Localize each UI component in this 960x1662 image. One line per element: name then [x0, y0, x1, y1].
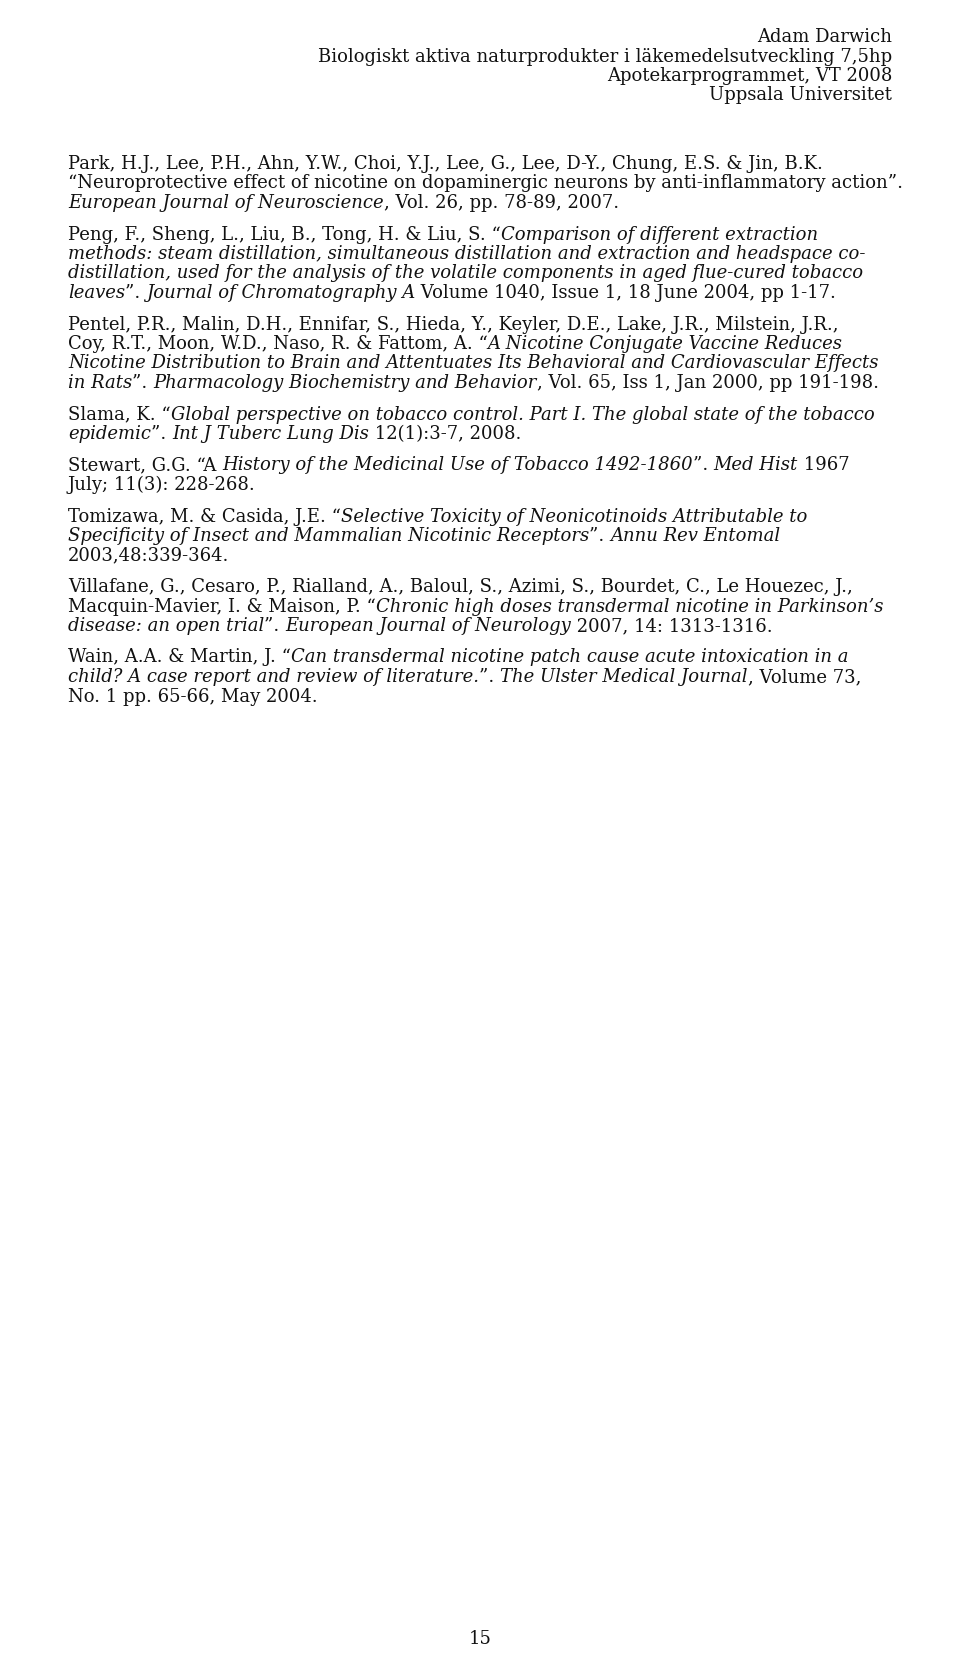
- Text: Coy, R.T., Moon, W.D., Naso, R. & Fattom, A. “: Coy, R.T., Moon, W.D., Naso, R. & Fattom…: [68, 336, 488, 352]
- Text: European Journal of Neuroscience: European Journal of Neuroscience: [68, 194, 384, 213]
- Text: 2007, 14: 1313-1316.: 2007, 14: 1313-1316.: [571, 617, 773, 635]
- Text: disease: an open trial: disease: an open trial: [68, 617, 264, 635]
- Text: , Volume 73,: , Volume 73,: [748, 668, 861, 686]
- Text: Selective Toxicity of Neonicotinoids Attributable to: Selective Toxicity of Neonicotinoids Att…: [341, 507, 807, 525]
- Text: Comparison of different extraction: Comparison of different extraction: [501, 226, 818, 244]
- Text: July; 11(3): 228-268.: July; 11(3): 228-268.: [68, 475, 255, 494]
- Text: Apotekarprogrammet, VT 2008: Apotekarprogrammet, VT 2008: [607, 66, 892, 85]
- Text: Nicotine Distribution to Brain and Attentuates Its Behavioral and Cardiovascular: Nicotine Distribution to Brain and Atten…: [68, 354, 878, 372]
- Text: epidemic: epidemic: [68, 425, 151, 444]
- Text: , Vol. 26, pp. 78-89, 2007.: , Vol. 26, pp. 78-89, 2007.: [384, 194, 619, 213]
- Text: Int J Tuberc Lung Dis: Int J Tuberc Lung Dis: [172, 425, 369, 444]
- Text: Annu Rev Entomal: Annu Rev Entomal: [611, 527, 780, 545]
- Text: distillation, used for the analysis of the volatile components in aged flue-cure: distillation, used for the analysis of t…: [68, 264, 863, 283]
- Text: in Rats: in Rats: [68, 374, 132, 392]
- Text: Med Hist: Med Hist: [713, 457, 798, 474]
- Text: Uppsala Universitet: Uppsala Universitet: [709, 86, 892, 105]
- Text: A Nicotine Conjugate Vaccine Reduces: A Nicotine Conjugate Vaccine Reduces: [488, 336, 843, 352]
- Text: Pentel, P.R., Malin, D.H., Ennifar, S., Hieda, Y., Keyler, D.E., Lake, J.R., Mil: Pentel, P.R., Malin, D.H., Ennifar, S., …: [68, 316, 838, 334]
- Text: child? A case report and review of literature.: child? A case report and review of liter…: [68, 668, 479, 686]
- Text: leaves: leaves: [68, 284, 125, 302]
- Text: 1967: 1967: [798, 457, 850, 474]
- Text: ”.: ”.: [479, 668, 500, 686]
- Text: Tomizawa, M. & Casida, J.E. “: Tomizawa, M. & Casida, J.E. “: [68, 507, 341, 525]
- Text: ”.: ”.: [589, 527, 611, 545]
- Text: Chronic high doses transdermal nicotine in Parkinson’s: Chronic high doses transdermal nicotine …: [375, 598, 883, 615]
- Text: , Vol. 65, Iss 1, Jan 2000, pp 191-198.: , Vol. 65, Iss 1, Jan 2000, pp 191-198.: [537, 374, 878, 392]
- Text: Journal of Chromatography A: Journal of Chromatography A: [146, 284, 416, 302]
- Text: European Journal of Neurology: European Journal of Neurology: [285, 617, 571, 635]
- Text: ”.: ”.: [151, 425, 172, 444]
- Text: 2003,48:339-364.: 2003,48:339-364.: [68, 547, 229, 565]
- Text: ”.: ”.: [125, 284, 146, 302]
- Text: 12(1):3-7, 2008.: 12(1):3-7, 2008.: [369, 425, 521, 444]
- Text: Pharmacology Biochemistry and Behavior: Pharmacology Biochemistry and Behavior: [154, 374, 537, 392]
- Text: 15: 15: [468, 1630, 492, 1649]
- Text: Global perspective on tobacco control. Part I. The global state of the tobacco: Global perspective on tobacco control. P…: [171, 406, 875, 424]
- Text: Adam Darwich: Adam Darwich: [757, 28, 892, 47]
- Text: ”.: ”.: [693, 457, 713, 474]
- Text: Slama, K. “: Slama, K. “: [68, 406, 171, 424]
- Text: Villafane, G., Cesaro, P., Rialland, A., Baloul, S., Azimi, S., Bourdet, C., Le : Villafane, G., Cesaro, P., Rialland, A.,…: [68, 578, 852, 597]
- Text: ”.: ”.: [264, 617, 285, 635]
- Text: Wain, A.A. & Martin, J. “: Wain, A.A. & Martin, J. “: [68, 648, 291, 666]
- Text: Peng, F., Sheng, L., Liu, B., Tong, H. & Liu, S. “: Peng, F., Sheng, L., Liu, B., Tong, H. &…: [68, 226, 501, 244]
- Text: The Ulster Medical Journal: The Ulster Medical Journal: [500, 668, 748, 686]
- Text: Macquin-Mavier, I. & Maison, P. “: Macquin-Mavier, I. & Maison, P. “: [68, 598, 375, 615]
- Text: Park, H.J., Lee, P.H., Ahn, Y.W., Choi, Y.J., Lee, G., Lee, D-Y., Chung, E.S. & : Park, H.J., Lee, P.H., Ahn, Y.W., Choi, …: [68, 155, 823, 173]
- Text: Biologiskt aktiva naturprodukter i läkemedelsutveckling 7,5hp: Biologiskt aktiva naturprodukter i läkem…: [318, 48, 892, 65]
- Text: Volume 1040, Issue 1, 18 June 2004, pp 1-17.: Volume 1040, Issue 1, 18 June 2004, pp 1…: [416, 284, 836, 302]
- Text: Stewart, G.G. “A: Stewart, G.G. “A: [68, 457, 222, 474]
- Text: Can transdermal nicotine patch cause acute intoxication in a: Can transdermal nicotine patch cause acu…: [291, 648, 849, 666]
- Text: No. 1 pp. 65-66, May 2004.: No. 1 pp. 65-66, May 2004.: [68, 688, 318, 705]
- Text: History of the Medicinal Use of Tobacco 1492-1860: History of the Medicinal Use of Tobacco …: [222, 457, 693, 474]
- Text: methods: steam distillation, simultaneous distillation and extraction and headsp: methods: steam distillation, simultaneou…: [68, 244, 866, 263]
- Text: Specificity of Insect and Mammalian Nicotinic Receptors: Specificity of Insect and Mammalian Nico…: [68, 527, 589, 545]
- Text: “Neuroprotective effect of nicotine on dopaminergic neurons by anti-inflammatory: “Neuroprotective effect of nicotine on d…: [68, 175, 903, 193]
- Text: ”.: ”.: [132, 374, 154, 392]
